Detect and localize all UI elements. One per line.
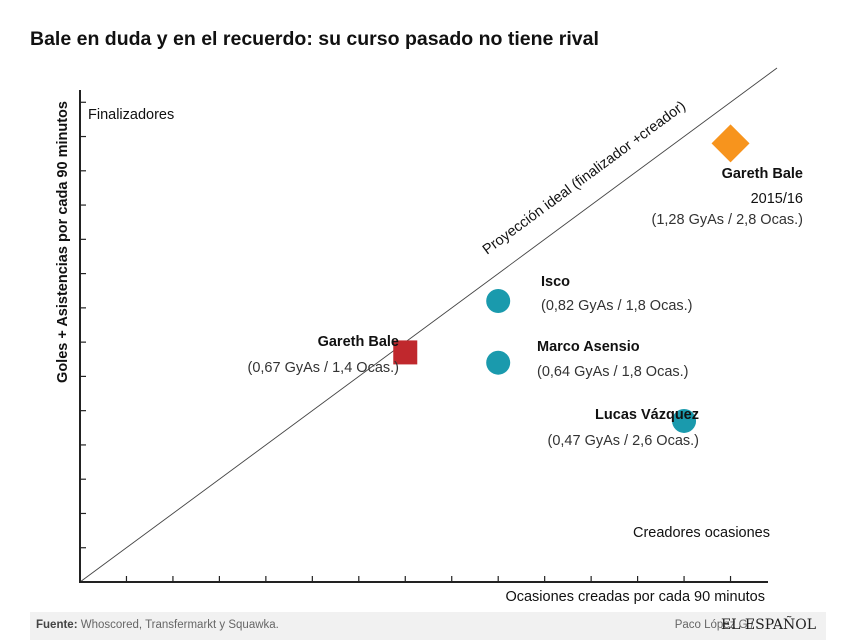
chart-title: Bale en duda y en el recuerdo: su curso … [30,28,599,50]
author-name: Paco López G [674,619,748,631]
quadrant-label-creadores: Creadores ocasiones [633,525,770,541]
data-point-0: Gareth Bale 2015/16 (1,28 GyAs / 2,8 Ocas.… [652,124,804,228]
scatter-chart: Proyección ideal (finalizador +creador) … [55,67,804,605]
source-text: Whoscored, Transfermarkt y Squawka. [80,619,279,631]
point-season-label: 2015/16 [751,191,803,207]
data-point-3: Marco Asensio (0,64 GyAs / 1,8 Ocas.) [486,339,689,380]
author-separator: / [750,619,754,631]
footer: Fuente: Whoscored, Transfermarkt y Squaw… [30,612,826,640]
data-points: Gareth Bale 2015/16 (1,28 GyAs / 2,8 Ocas.… [248,124,804,449]
footer-source: Fuente: Whoscored, Transfermarkt y Squaw… [36,619,279,631]
y-axis-label: Goles + Asistencias por cada 90 minutos [55,101,71,383]
data-point-1: Isco (0,82 GyAs / 1,8 Ocas.) [486,274,693,314]
point-detail-label: (0,47 GyAs / 2,6 Ocas.) [548,433,700,449]
point-detail-label: (1,28 GyAs / 2,8 Ocas.) [652,212,804,228]
footer-author: Paco López G / [675,619,754,631]
square-marker [393,340,418,365]
diamond-marker [711,124,750,163]
circle-marker [672,408,697,433]
point-detail-label: (0,64 GyAs / 1,8 Ocas.) [537,364,689,380]
circle-marker [486,350,511,375]
quadrant-label-finalizadores: Finalizadores [88,107,174,123]
ideal-projection-line [79,67,778,583]
brand-logo: EL ESPAÑOL [720,617,816,633]
circle-marker [486,289,511,314]
source-label: Fuente: [36,619,78,631]
x-axis-label: Ocasiones creadas por cada 90 minutos [505,589,765,605]
point-name-label: Gareth Bale [318,334,399,350]
point-name-label: Gareth Bale [722,166,803,182]
data-point-4: Lucas Vázquez (0,47 GyAs / 2,6 Ocas.) [548,407,700,449]
point-detail-label: (0,67 GyAs / 1,4 Ocas.) [248,360,400,376]
point-name-label: Lucas Vázquez [595,407,699,423]
point-name-label: Marco Asensio [537,339,640,355]
point-detail-label: (0,82 GyAs / 1,8 Ocas.) [541,298,693,314]
ideal-projection-label: Proyección ideal (finalizador +creador) [480,98,689,258]
point-name-label: Isco [541,274,570,290]
data-point-2: Gareth Bale (0,67 GyAs / 1,4 Ocas.) [248,334,418,376]
